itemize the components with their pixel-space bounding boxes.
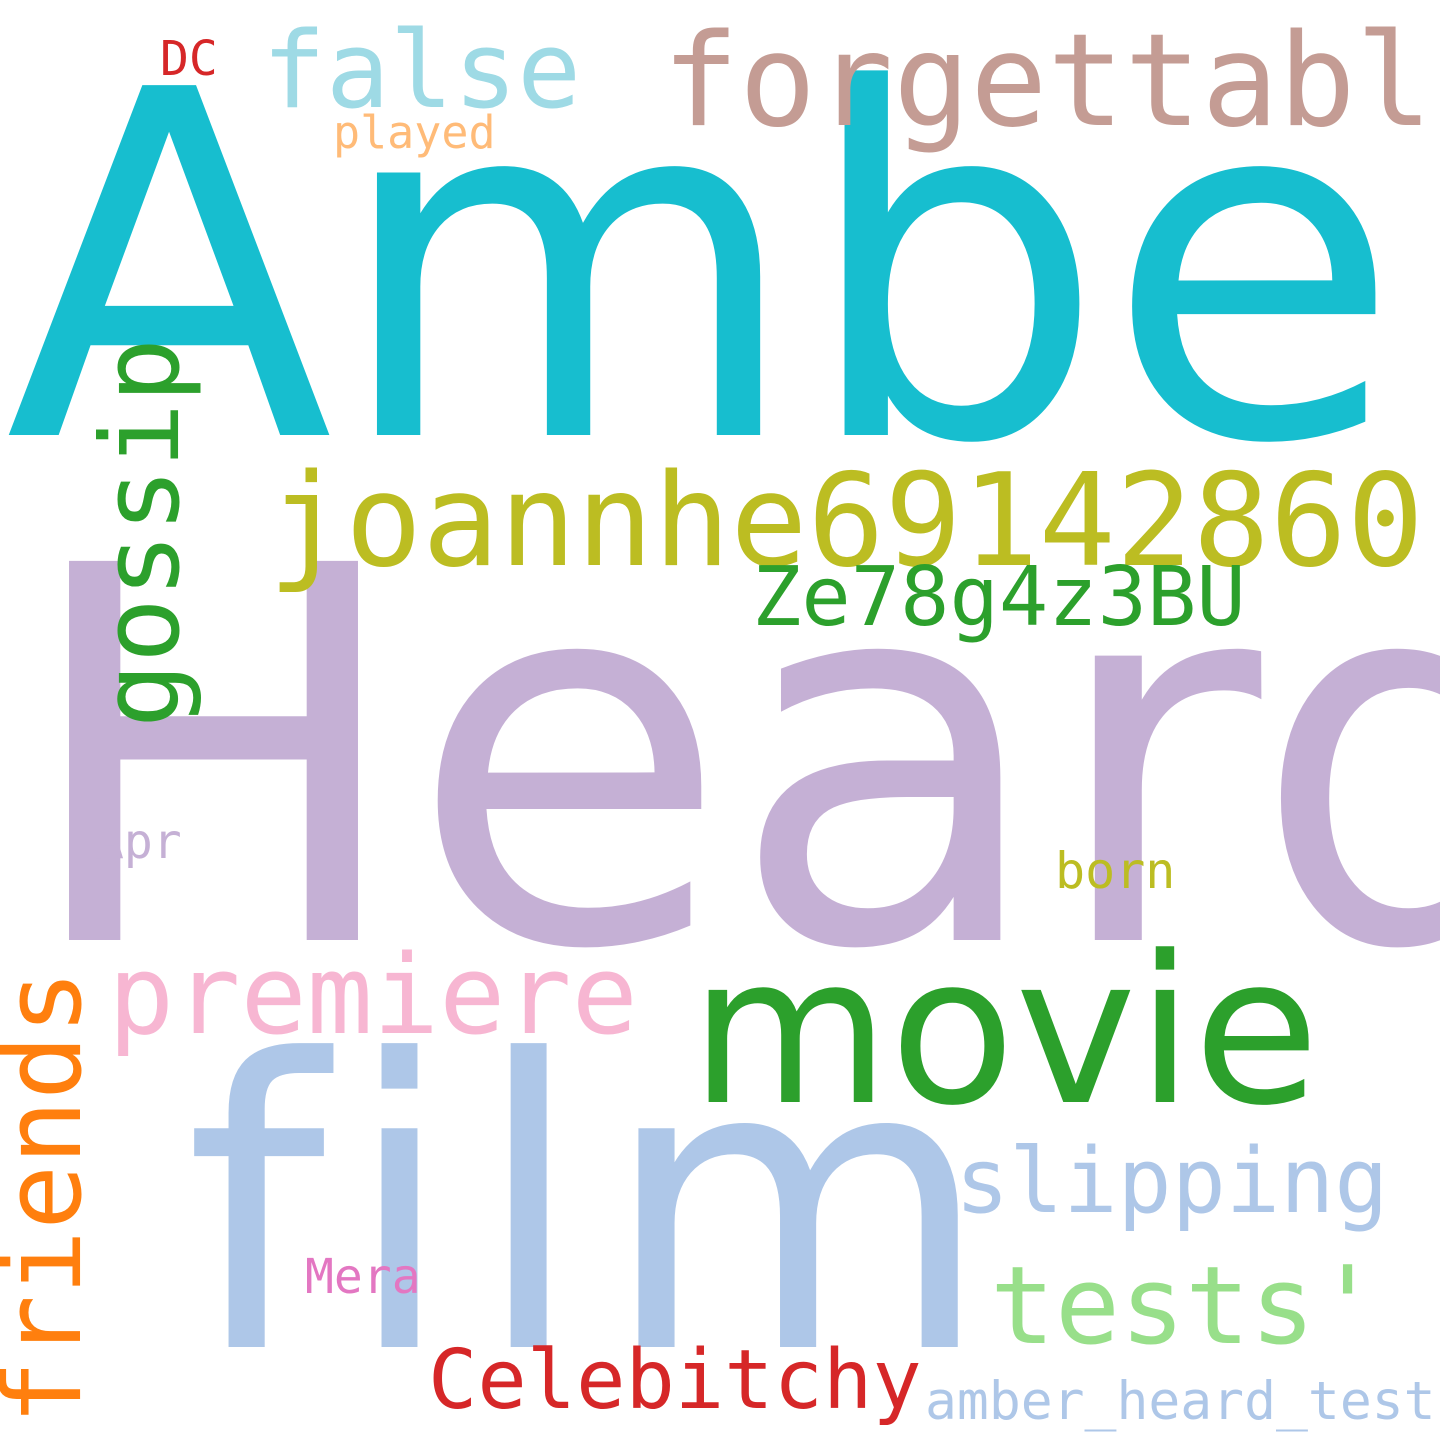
word-forgettable: forgettable	[662, 7, 1440, 156]
word-amber: Amber	[5, 0, 1440, 549]
word-slipping: slipping	[955, 1129, 1389, 1234]
word-apr: Apr	[95, 814, 182, 870]
word-friends: friends	[0, 969, 106, 1425]
word-ze78g4z3bu: Ze78g4z3BU	[752, 550, 1246, 645]
word-mera: Mera	[305, 1249, 421, 1305]
word-amber-heard-test: amber_heard_test	[925, 1371, 1436, 1432]
word-played: played	[333, 106, 496, 159]
word-dc: DC	[160, 31, 218, 87]
word-movie: movie	[690, 913, 1320, 1151]
word-false: false	[262, 9, 582, 132]
word-gossip: gossip	[79, 337, 204, 728]
word-film: film	[185, 977, 1010, 1440]
word-tests: tests'	[990, 1244, 1381, 1369]
word-joannhe69142860: joannhe69142860	[268, 447, 1424, 596]
word-heard: Heard	[18, 457, 1440, 1063]
word-premiere: premiere	[108, 931, 638, 1059]
word-born: born	[1055, 842, 1176, 900]
word-celebitchy: Celebitchy	[428, 1333, 922, 1428]
